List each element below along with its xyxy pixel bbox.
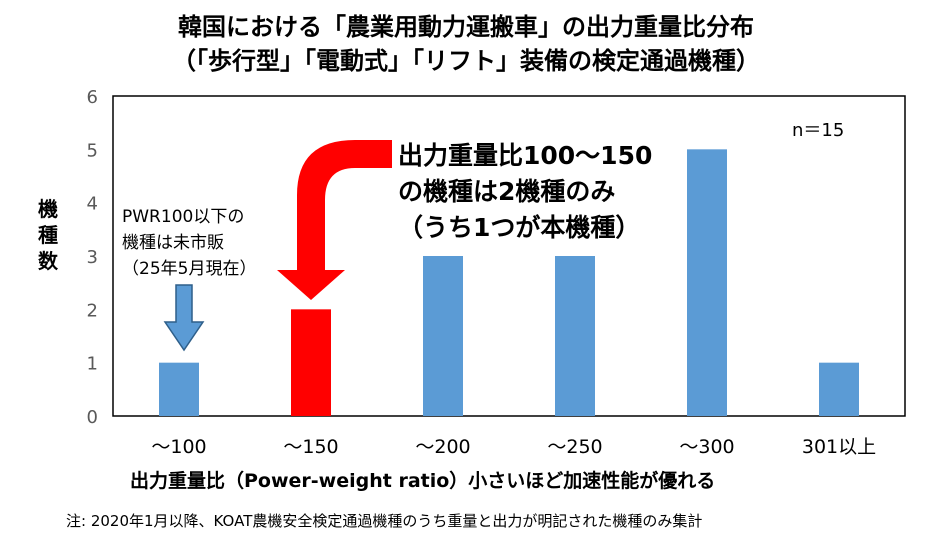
sample-size-label: n＝15 xyxy=(792,120,845,141)
callout-line: の機種は2機種のみ xyxy=(398,177,616,206)
bar-1 xyxy=(159,362,199,416)
bar-4 xyxy=(555,256,595,416)
x-tick-label: ～150 xyxy=(283,436,338,458)
y-tick-label: 5 xyxy=(87,140,98,161)
y-tick-label: 1 xyxy=(87,354,98,375)
x-tick-label: ～200 xyxy=(415,436,470,458)
callout-annotation: 出力重量比100～150 の機種は2機種のみ （うち1つが本機種） xyxy=(398,138,698,246)
pwr-note-line: （25年5月現在） xyxy=(122,259,257,279)
x-tick-label: ～250 xyxy=(547,436,602,458)
bar-5 xyxy=(687,149,727,417)
red-bent-arrow-icon xyxy=(277,140,392,300)
blue-down-arrow-icon xyxy=(163,284,205,352)
y-axis-label-char: 種 xyxy=(38,223,58,247)
bar-2 xyxy=(291,309,331,416)
chart-subtitle: （「歩行型」「電動式」「リフト」装備の検定通過機種） xyxy=(172,47,760,75)
x-tick-label: ～100 xyxy=(151,436,206,458)
y-tick-label: 3 xyxy=(87,247,98,268)
y-tick-label: 2 xyxy=(87,300,98,321)
y-tick-label: 0 xyxy=(87,407,98,428)
pwr-note-annotation: PWR100以下の 機種は未市販 （25年5月現在） xyxy=(122,204,292,282)
y-axis-label-char: 機 xyxy=(38,197,58,221)
bar-3 xyxy=(423,256,463,416)
x-tick-label: 301以上 xyxy=(802,436,876,458)
pwr-note-line: 機種は未市販 xyxy=(122,233,224,253)
y-tick-label: 4 xyxy=(87,194,98,215)
callout-line: （うち1つが本機種） xyxy=(398,213,641,242)
chart-title: 韓国における「農業用動力運搬車」の出力重量比分布 xyxy=(178,13,754,41)
footnote: 注: 2020年1月以降、KOAT農機安全検定通過機種のうち重量と出力が明記され… xyxy=(66,512,703,530)
bar-6 xyxy=(819,362,859,416)
pwr-note-line: PWR100以下の xyxy=(122,207,245,227)
y-tick-label: 6 xyxy=(87,87,98,108)
y-axis-label-char: 数 xyxy=(38,249,58,273)
plot-area-border xyxy=(112,95,906,417)
x-tick-label: ～300 xyxy=(679,436,734,458)
callout-line: 出力重量比100～150 xyxy=(398,141,653,170)
x-axis-title: 出力重量比（Power-weight ratio）小さいほど加速性能が優れる xyxy=(130,470,716,492)
